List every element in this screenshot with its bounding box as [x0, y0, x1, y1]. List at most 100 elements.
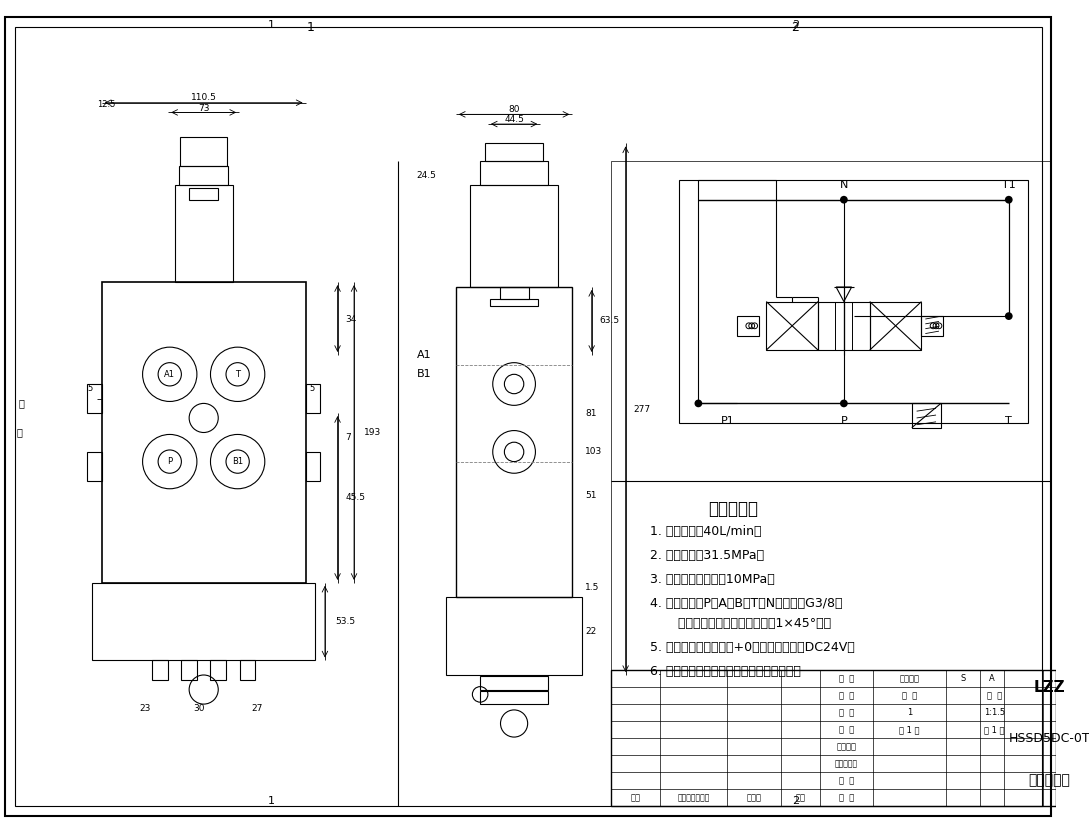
Bar — [870, 302, 921, 350]
Text: 30: 30 — [193, 705, 205, 713]
Text: 193: 193 — [364, 428, 381, 437]
Text: 5: 5 — [87, 384, 93, 393]
Text: 备记: 备记 — [631, 793, 640, 802]
Bar — [93, 583, 315, 661]
Text: 1:1.5: 1:1.5 — [983, 708, 1005, 717]
Text: A: A — [989, 674, 994, 683]
Text: 记: 记 — [19, 398, 24, 408]
Text: 1: 1 — [268, 796, 276, 806]
Bar — [470, 185, 558, 287]
Text: T: T — [1005, 416, 1012, 426]
Text: P1: P1 — [721, 416, 734, 426]
Bar — [818, 302, 870, 350]
Bar — [240, 661, 255, 680]
Text: 110.5: 110.5 — [191, 93, 217, 102]
Bar — [921, 316, 943, 336]
Text: 1. 额定流量：40L/min；: 1. 额定流量：40L/min； — [650, 525, 761, 537]
Bar — [485, 143, 543, 161]
Text: 更改内容或依据: 更改内容或依据 — [677, 793, 710, 802]
Text: B1: B1 — [417, 369, 431, 379]
Bar — [480, 676, 548, 690]
Text: 5. 控制方式：电磁控制+0型阀杆；电压：DC24V；: 5. 控制方式：电磁控制+0型阀杆；电压：DC24V； — [650, 641, 855, 654]
Circle shape — [695, 400, 702, 407]
Text: 技术要求：: 技术要求： — [708, 501, 758, 518]
Text: 7: 7 — [345, 433, 351, 441]
Bar — [678, 180, 1028, 423]
Text: LZZ: LZZ — [1033, 680, 1065, 695]
Text: 数  量: 数 量 — [902, 691, 917, 700]
Bar — [174, 185, 233, 282]
Text: 油口均为平面密封，油孔口倒1×45°角；: 油口均为平面密封，油孔口倒1×45°角； — [650, 616, 831, 630]
Text: 44.5: 44.5 — [504, 115, 524, 124]
Text: 81: 81 — [585, 409, 597, 417]
Text: 1: 1 — [268, 20, 276, 30]
Text: 12.5: 12.5 — [98, 100, 115, 109]
Bar — [87, 452, 102, 481]
Text: 1.5: 1.5 — [585, 583, 599, 592]
Bar — [180, 166, 228, 185]
Text: 27: 27 — [252, 705, 262, 713]
Bar — [189, 188, 218, 200]
Text: 记: 记 — [16, 427, 23, 437]
Bar — [456, 287, 573, 597]
Text: 描  图: 描 图 — [839, 708, 854, 717]
Text: 23: 23 — [139, 705, 151, 713]
Text: 1: 1 — [306, 21, 315, 33]
Bar — [480, 161, 548, 185]
Bar — [611, 670, 1056, 806]
Bar — [102, 282, 306, 583]
Text: 设  计: 设 计 — [839, 674, 854, 683]
Text: 制  图: 制 图 — [839, 691, 854, 700]
Bar — [911, 403, 941, 427]
Text: HSSD5DC-0T: HSSD5DC-0T — [1008, 731, 1089, 745]
Text: 2: 2 — [792, 796, 799, 806]
Circle shape — [840, 400, 847, 407]
Text: 24.5: 24.5 — [417, 171, 437, 180]
Bar — [490, 299, 538, 307]
Text: 2: 2 — [792, 21, 799, 33]
Text: 53.5: 53.5 — [335, 617, 356, 626]
Bar — [500, 287, 528, 299]
Text: 批  准: 批 准 — [839, 793, 854, 802]
Bar — [182, 661, 197, 680]
Circle shape — [1005, 196, 1013, 203]
Text: 第 1 张: 第 1 张 — [984, 725, 1004, 734]
Bar — [210, 661, 227, 680]
Text: A1: A1 — [164, 370, 175, 379]
Text: A1: A1 — [417, 350, 431, 360]
Text: 审  核: 审 核 — [839, 776, 854, 785]
Text: 2. 额定压力：31.5MPa；: 2. 额定压力：31.5MPa； — [650, 549, 764, 562]
Bar — [306, 384, 320, 413]
Text: 45.5: 45.5 — [345, 493, 365, 502]
Text: B1: B1 — [232, 457, 243, 466]
Text: 标准化检查: 标准化检查 — [835, 759, 858, 768]
Text: 校  对: 校 对 — [839, 725, 854, 734]
Circle shape — [840, 196, 847, 203]
Bar — [737, 316, 759, 336]
Text: 103: 103 — [585, 447, 602, 456]
Bar — [306, 452, 320, 481]
Bar — [87, 384, 102, 413]
Text: 3. 安全阀调定压力：10MPa；: 3. 安全阀调定压力：10MPa； — [650, 573, 774, 586]
Text: 更改人: 更改人 — [747, 793, 761, 802]
Text: 34: 34 — [345, 315, 357, 323]
Text: 51: 51 — [585, 491, 597, 500]
Bar — [446, 597, 582, 675]
Text: N: N — [840, 180, 848, 190]
Text: 6. 阀体表面磷化处理，安全阀及螺堵镀锌。: 6. 阀体表面磷化处理，安全阀及螺堵镀锌。 — [650, 666, 800, 678]
Text: 一联多路阀: 一联多路阀 — [1029, 774, 1070, 787]
Text: 1: 1 — [907, 708, 911, 717]
Text: T1: T1 — [1002, 180, 1016, 190]
Text: 日期: 日期 — [795, 793, 805, 802]
Text: P: P — [168, 457, 172, 466]
Text: T: T — [235, 370, 241, 379]
Text: 2: 2 — [792, 20, 799, 30]
Bar — [181, 137, 227, 166]
Text: 图样标记: 图样标记 — [900, 674, 919, 683]
Text: 80: 80 — [509, 105, 519, 114]
Text: S: S — [960, 674, 965, 683]
Text: 共 1 张: 共 1 张 — [900, 725, 919, 734]
Text: 4. 油口尺寸：P、A、B、T、N油口均为G3/8；: 4. 油口尺寸：P、A、B、T、N油口均为G3/8； — [650, 597, 843, 611]
Text: 63.5: 63.5 — [599, 317, 620, 326]
Text: 工艺检查: 工艺检查 — [836, 742, 856, 751]
